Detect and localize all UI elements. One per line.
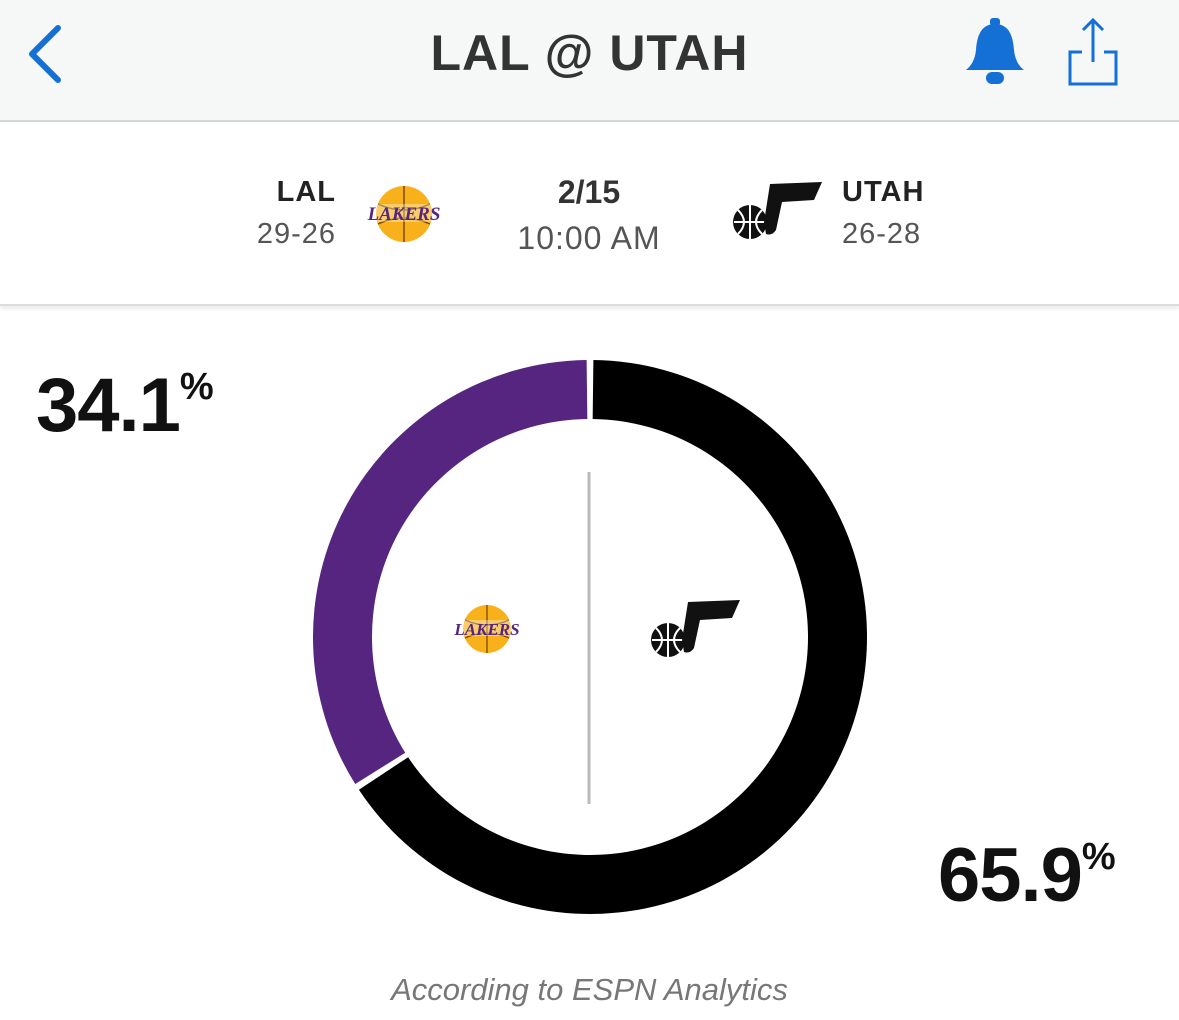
analytics-footnote: According to ESPN Analytics [391,972,788,1007]
home-team-abbr: UTAH [842,176,925,208]
lakers-logo-center: LAKERS [443,605,531,653]
svg-text:LAKERS: LAKERS [367,204,441,225]
share-button[interactable] [1062,16,1122,88]
jazz-logo [733,182,822,239]
page-title: LAL @ UTAH [430,25,749,81]
away-team-record: 29-26 [256,218,336,250]
svg-text:LAKERS: LAKERS [453,620,519,639]
home-win-probability: 65.9% [938,833,1116,918]
home-team-record: 26-28 [842,218,922,250]
game-date: 2/15 [557,174,621,210]
bell-icon [966,18,1024,84]
chevron-left-icon [29,25,61,83]
share-icon [1068,17,1118,86]
game-time: 10:00 AM [517,220,661,256]
donut-slice-lal [312,360,588,785]
matchup-header: LAL 29-26 LAKERS 2/15 10:00 AM UTAH 26-2… [0,122,1179,306]
nav-bar: LAL @ UTAH [0,0,1179,122]
jazz-logo-center [651,600,740,657]
notifications-button[interactable] [964,16,1026,86]
away-team-abbr: LAL [276,176,336,208]
lakers-logo: LAKERS [358,186,450,242]
away-win-probability: 34.1% [36,363,214,448]
back-button[interactable] [22,22,72,86]
